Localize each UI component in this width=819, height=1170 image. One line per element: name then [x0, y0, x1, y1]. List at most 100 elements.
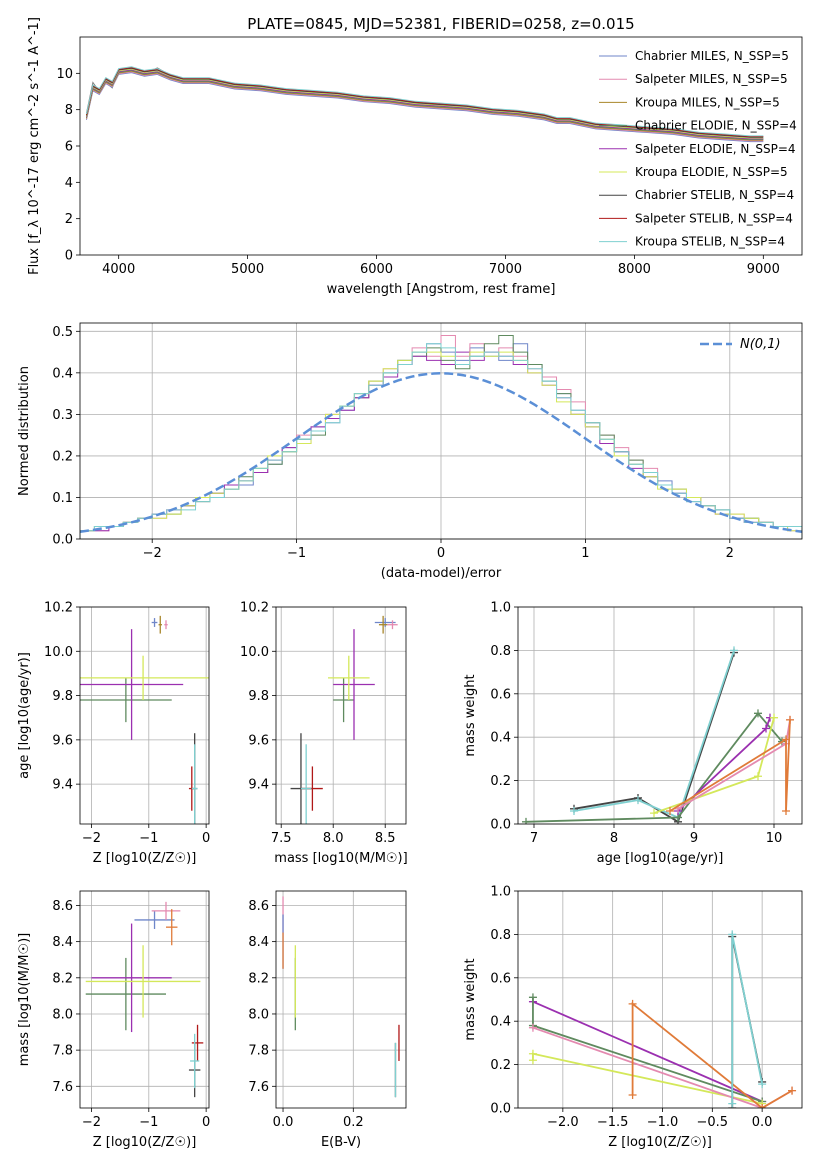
- x-axis-label: E(B-V): [321, 1135, 361, 1150]
- y-tick-label: 8.0: [248, 1007, 269, 1022]
- x-tick-label: 4000: [102, 262, 135, 277]
- y-tick-label: 0.0: [490, 818, 511, 833]
- x-tick-label: 8.5: [375, 831, 396, 846]
- panel-residuals: −2 −1 0 1 2 0.0 0.1 0.2 0.3 0.4 0.5 (data-model)/er…: [17, 322, 803, 581]
- y-tick-label: 10.0: [44, 645, 73, 660]
- y-tick-label: 0.6: [490, 971, 511, 986]
- x-tick-label: −1: [139, 831, 158, 846]
- legend-label: Kroupa MILES, N_SSP=5: [635, 95, 780, 109]
- error-point: [333, 677, 354, 723]
- gaussian-curve: [80, 372, 802, 533]
- x-tick-label: 10: [766, 831, 783, 846]
- y-tick-label: 8.2: [248, 971, 269, 986]
- series-line-5: [731, 936, 764, 1108]
- error-point: [80, 677, 172, 723]
- legend-label: Salpeter MILES, N_SSP=5: [635, 72, 788, 86]
- panel-mass-vs-Z: −2 −1 0 7.6 7.8 8.0 8.2 8.4 8.6 Z [log10(Z/Z☉)] ma…: [17, 890, 210, 1150]
- model-line-7: [85, 67, 764, 138]
- legend-label: Chabrier ELODIE, N_SSP=4: [635, 119, 797, 133]
- legend-label: Chabrier STELIB, N_SSP=4: [635, 188, 794, 202]
- x-axis-label: wavelength [Angstrom, rest frame]: [327, 282, 556, 297]
- plot-area: [522, 646, 794, 824]
- legend-label: Kroupa ELODIE, N_SSP=5: [635, 165, 788, 179]
- axes-frame: [79, 890, 210, 1109]
- error-point: [158, 615, 162, 634]
- series-line-1: [573, 650, 735, 819]
- plot-area: [85, 901, 204, 1098]
- y-tick-label: 9.4: [248, 778, 269, 793]
- series-marker: [758, 1080, 767, 1089]
- x-tick-label: 7000: [489, 262, 522, 277]
- legend-label: Kroupa STELIB, N_SSP=4: [635, 235, 785, 249]
- x-tick-label: 2: [726, 546, 734, 561]
- y-tick-label: 10.2: [240, 601, 269, 616]
- y-tick-label: 6: [65, 140, 73, 155]
- panel-age-vs-Z: −2 −1 0 9.4 9.6 9.8 10.0 10.2 Z [log10(Z/Z☉)] age…: [17, 601, 210, 867]
- y-tick-label: 8.0: [52, 1007, 73, 1022]
- y-tick-label: 9.8: [248, 689, 269, 704]
- y-tick-label: 0.6: [490, 687, 511, 702]
- series-marker: [728, 1099, 737, 1108]
- y-tick-label: 9.6: [248, 733, 269, 748]
- y-axis-label: mass weight: [463, 958, 478, 1040]
- series-marker: [528, 993, 537, 1002]
- error-point: [190, 1033, 200, 1089]
- error-point: [300, 744, 312, 824]
- axes-frame: [79, 606, 210, 825]
- series-marker: [730, 646, 738, 655]
- series-marker: [758, 1104, 767, 1108]
- error-point: [387, 620, 398, 630]
- x-tick-label: 0: [202, 831, 210, 846]
- x-tick-label: 6000: [360, 262, 393, 277]
- y-tick-label: 7.8: [52, 1044, 73, 1059]
- series-marker: [782, 735, 790, 744]
- error-point: [91, 923, 172, 1033]
- x-tick-label: −1: [287, 546, 306, 561]
- y-axis-label: age [log10(age/yr)]: [17, 652, 32, 779]
- error-point: [191, 744, 198, 824]
- error-point: [333, 629, 375, 740]
- series-marker: [650, 809, 658, 818]
- y-tick-label: 9.6: [52, 733, 73, 748]
- chart-title: PLATE=0845, MJD=52381, FIBERID=0258, z=0…: [247, 15, 634, 33]
- y-tick-label: 0.0: [490, 1102, 511, 1117]
- x-tick-label: 0.0: [752, 1115, 773, 1130]
- panel-mass-weight-vs-age: 7 8 9 10 0.0 0.2 0.4 0.6 0.8 1.0 age [log10(age/yr…: [463, 601, 803, 866]
- model-line-4: [85, 69, 764, 140]
- x-axis-label: Z [log10(Z/Z☉)]: [93, 851, 197, 866]
- legend-label: Salpeter ELODIE, N_SSP=4: [635, 142, 796, 156]
- error-point: [85, 945, 201, 1018]
- error-point: [151, 618, 158, 627]
- y-tick-label: 0.3: [52, 408, 73, 423]
- x-tick-label: −0.5: [697, 1115, 729, 1130]
- series-marker: [634, 796, 642, 805]
- y-tick-label: 0.0: [52, 533, 73, 548]
- plot-area: [80, 615, 209, 824]
- x-axis-label: age [log10(age/yr)]: [597, 851, 724, 866]
- error-point: [166, 909, 178, 946]
- panel-spectrum: 4000 5000 6000 7000 8000 9000 0 2 4 6 8 10 wavelengt…: [27, 15, 803, 297]
- x-tick-label: 8000: [618, 262, 651, 277]
- model-line-6: [85, 67, 764, 138]
- model-line-8: [85, 66, 764, 137]
- plot-area: [528, 930, 797, 1108]
- y-tick-label: 8.4: [248, 935, 269, 950]
- y-tick-label: 7.6: [52, 1080, 73, 1095]
- x-tick-label: −2: [82, 1115, 101, 1130]
- y-tick-label: 0.8: [490, 928, 511, 943]
- series-marker: [754, 772, 762, 781]
- model-line-1: [85, 71, 764, 142]
- y-tick-label: 9.4: [52, 778, 73, 793]
- y-tick-label: 0.4: [490, 731, 511, 746]
- plot-area: [282, 896, 400, 1098]
- axes-frame: [275, 890, 407, 1109]
- series-marker: [528, 1023, 537, 1032]
- y-tick-label: 8.4: [52, 935, 73, 950]
- x-axis-label: (data-model)/error: [381, 566, 502, 581]
- series-line-0: [573, 652, 735, 824]
- y-tick-label: 2: [65, 212, 73, 227]
- x-tick-label: 8: [610, 831, 618, 846]
- x-tick-label: 7: [530, 831, 538, 846]
- axes-frame: [79, 322, 803, 540]
- legend-label: N(0,1): [740, 337, 781, 352]
